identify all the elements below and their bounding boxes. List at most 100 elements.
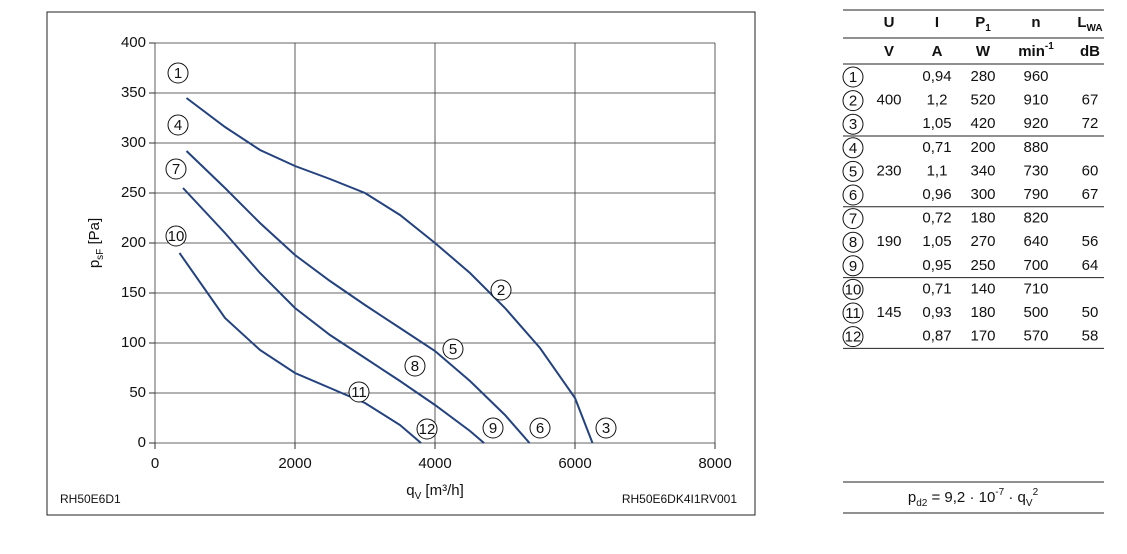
row-label-circle (842, 90, 864, 112)
table-cell: 270 (970, 233, 995, 250)
table-cell: 400 (876, 92, 901, 109)
table-cell: 145 (876, 304, 901, 321)
curve-label-circle (442, 338, 464, 360)
table-header-part: 1 (985, 23, 991, 34)
curve-label: 6 (536, 420, 544, 437)
table-cell: 0,96 (922, 186, 951, 203)
chart-note: RH50E6DK4I1RV001 (622, 492, 738, 506)
table-cell: 340 (970, 162, 995, 179)
table-unit: min-1 (1018, 41, 1054, 60)
row-label-circle (842, 160, 864, 182)
table-unit-part: V (884, 43, 894, 60)
table-cell: 730 (1023, 162, 1048, 179)
x-tick-label: 8000 (698, 455, 731, 472)
table-header: P1 (975, 14, 991, 34)
table-header-part: n (1031, 14, 1040, 31)
row-label: 2 (849, 93, 857, 110)
table-cell: 1,05 (922, 233, 951, 250)
table-cell: 0,87 (922, 328, 951, 345)
y-tick-label: 250 (121, 184, 146, 201)
curve-label-circle (167, 114, 189, 136)
table-cell: 910 (1023, 92, 1048, 109)
chart-frame (46, 11, 756, 516)
curve-label: 2 (497, 282, 505, 299)
table-cell: 190 (876, 233, 901, 250)
row-label: 12 (845, 329, 862, 346)
table-cell: 960 (1023, 68, 1048, 85)
row-label: 10 (845, 281, 862, 298)
table-cell: 0,71 (922, 280, 951, 297)
x-tick-label: 2000 (278, 455, 311, 472)
x-axis-label-part: V (415, 491, 422, 502)
curve-label: 4 (174, 117, 182, 134)
curve-label-circle (595, 417, 617, 439)
table-cell: 250 (970, 257, 995, 274)
row-label: 1 (849, 69, 857, 86)
table-unit-part: min (1018, 43, 1045, 60)
table-cell: 67 (1082, 186, 1099, 203)
formula-part: · q (1004, 489, 1026, 506)
curve-label: 8 (411, 358, 419, 375)
curve-label: 1 (174, 65, 182, 82)
x-axis-label: qV [m³/h] (406, 482, 464, 502)
y-axis-label-part: [Pa] (86, 218, 103, 249)
table-cell: 56 (1082, 233, 1099, 250)
curve-label: 10 (168, 228, 185, 245)
row-label-circle (842, 208, 864, 230)
formula: pd2 = 9,2 · 10-7 · qV2 (908, 487, 1039, 509)
formula-part: 2 (1033, 487, 1039, 498)
formula-part: V (1026, 498, 1033, 509)
curve-label-circle (165, 225, 187, 247)
table-cell: 0,94 (922, 68, 951, 85)
curve-label: 11 (351, 384, 367, 401)
table-unit: dB (1080, 43, 1100, 60)
table-cell: 710 (1023, 280, 1048, 297)
table-unit-part: W (976, 43, 991, 60)
table-header: LWA (1077, 14, 1102, 34)
table-header: U (884, 14, 895, 31)
row-label-circle (842, 184, 864, 206)
curve-label-circle (490, 279, 512, 301)
formula-part: -7 (995, 487, 1004, 498)
curve-label: 3 (602, 420, 610, 437)
table-cell: 50 (1082, 304, 1099, 321)
row-label-circle (842, 137, 864, 159)
table-cell: 520 (970, 92, 995, 109)
curve (182, 187, 485, 444)
row-label-circle (842, 66, 864, 88)
curve-label-circle (404, 355, 426, 377)
table-cell: 0,95 (922, 257, 951, 274)
row-label-circle (842, 113, 864, 135)
curve-label-circle (167, 62, 189, 84)
y-tick-label: 350 (121, 84, 146, 101)
table-cell: 0,93 (922, 304, 951, 321)
curve-label: 12 (419, 421, 436, 438)
formula-part: d2 (916, 498, 928, 509)
x-axis-label-part: q (406, 482, 414, 499)
table-header-part: P (975, 14, 985, 31)
curve-label-circle (482, 417, 504, 439)
table-unit: A (932, 43, 943, 60)
table-cell: 640 (1023, 233, 1048, 250)
curve-label-circle (348, 381, 370, 403)
table-header-part: U (884, 14, 895, 31)
table-cell: 230 (876, 162, 901, 179)
curve (185, 97, 594, 444)
table-header-part: I (935, 14, 939, 31)
y-tick-label: 200 (121, 234, 146, 251)
curve-label-circle (165, 158, 187, 180)
row-label: 4 (849, 140, 857, 157)
row-label: 5 (849, 163, 857, 180)
table-unit-part: dB (1080, 43, 1100, 60)
x-tick-label: 0 (151, 455, 159, 472)
curve (185, 150, 531, 444)
row-label: 3 (849, 116, 857, 133)
table-cell: 570 (1023, 328, 1048, 345)
table-cell: 72 (1082, 115, 1099, 132)
table-cell: 1,2 (927, 92, 948, 109)
y-axis-label-part: sF (95, 249, 106, 260)
table-cell: 1,1 (927, 162, 948, 179)
table-cell: 0,72 (922, 210, 951, 227)
table-cell: 64 (1082, 257, 1099, 274)
